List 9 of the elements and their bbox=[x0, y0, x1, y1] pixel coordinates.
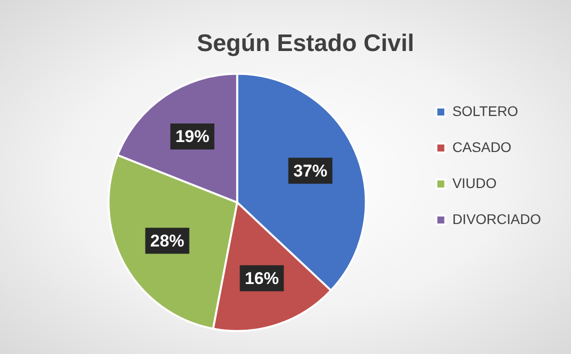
chart-title: Según Estado Civil bbox=[196, 30, 414, 58]
legend-label: VIUDO bbox=[452, 174, 497, 191]
data-label: 28% bbox=[150, 232, 184, 250]
data-label: 37% bbox=[293, 161, 328, 180]
legend-label: CASADO bbox=[452, 138, 512, 155]
data-label: 19% bbox=[175, 127, 210, 146]
data-label: 16% bbox=[244, 268, 279, 288]
legend-label: DIVORCIADO bbox=[452, 210, 542, 227]
legend-label: SOLTERO bbox=[452, 102, 518, 119]
